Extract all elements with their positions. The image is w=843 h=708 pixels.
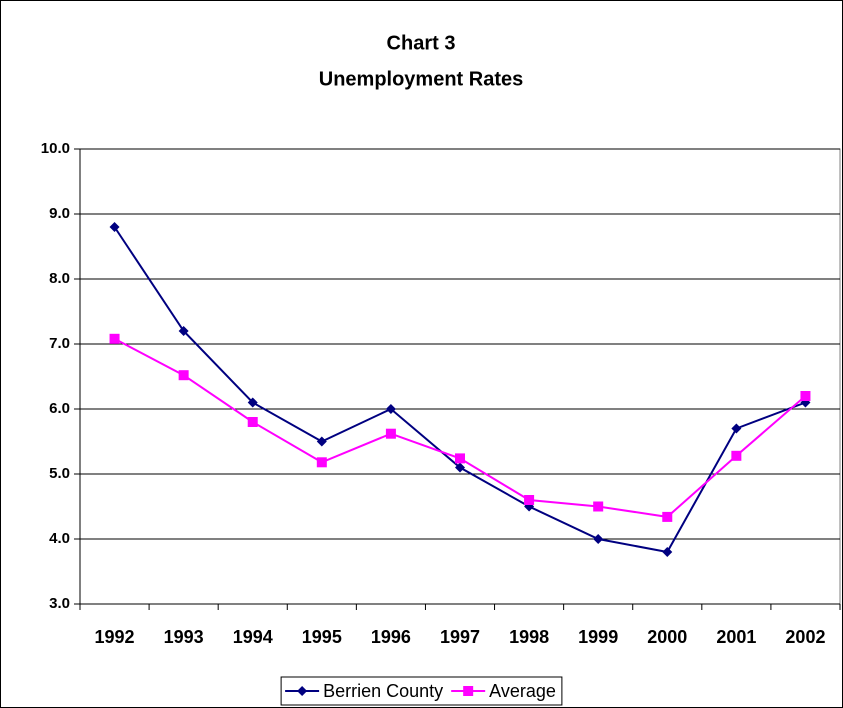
x-tick-label: 2002 <box>785 627 825 647</box>
data-point <box>247 417 258 427</box>
data-point <box>316 436 327 447</box>
legend-label: Average <box>489 681 556 701</box>
data-point <box>455 453 465 464</box>
x-tick-label: 1997 <box>440 627 480 647</box>
data-point <box>109 333 120 344</box>
y-tick-label: 9.0 <box>49 205 70 222</box>
x-tick-label: 1998 <box>509 627 549 647</box>
data-point <box>800 391 811 401</box>
plot-area <box>79 148 841 605</box>
data-point <box>385 428 396 439</box>
y-tick-label: 4.0 <box>49 530 70 547</box>
data-point <box>455 462 465 473</box>
x-tick-label: 1995 <box>302 627 342 647</box>
data-point <box>524 495 535 505</box>
data-point <box>662 547 673 557</box>
data-point <box>178 326 189 336</box>
x-tick-label: 1992 <box>95 627 135 647</box>
y-tick-label: 5.0 <box>49 465 70 482</box>
legend-item: Berrien County <box>285 681 443 701</box>
data-point <box>385 404 396 414</box>
legend-marker <box>463 686 474 696</box>
chart-title: Chart 3 <box>387 32 456 54</box>
x-tick-label: 1996 <box>371 627 411 647</box>
y-tick-label: 10.0 <box>41 140 70 157</box>
legend-box <box>280 676 563 706</box>
data-point <box>662 511 673 522</box>
legend-item: Average <box>451 681 556 701</box>
data-point <box>593 534 604 544</box>
data-point <box>731 450 742 461</box>
legend-label: Berrien County <box>323 681 443 701</box>
y-tick-label: 6.0 <box>49 400 70 417</box>
data-point <box>247 397 258 408</box>
x-tick-label: 1993 <box>164 627 204 647</box>
data-point <box>109 222 120 232</box>
data-point <box>316 457 327 468</box>
data-point <box>178 370 189 381</box>
x-tick-label: 1999 <box>578 627 618 647</box>
x-tick-label: 2000 <box>647 627 687 647</box>
legend: Berrien County Average <box>280 676 563 706</box>
y-tick-label: 7.0 <box>49 335 70 352</box>
chart-subtitle: Unemployment Rates <box>319 68 524 90</box>
y-tick-label: 8.0 <box>49 270 70 287</box>
y-tick-label: 3.0 <box>49 595 70 612</box>
data-point <box>593 501 604 512</box>
x-tick-label: 2001 <box>716 627 756 647</box>
legend-marker <box>297 686 308 696</box>
data-point <box>731 423 742 434</box>
x-tick-label: 1994 <box>233 627 273 647</box>
